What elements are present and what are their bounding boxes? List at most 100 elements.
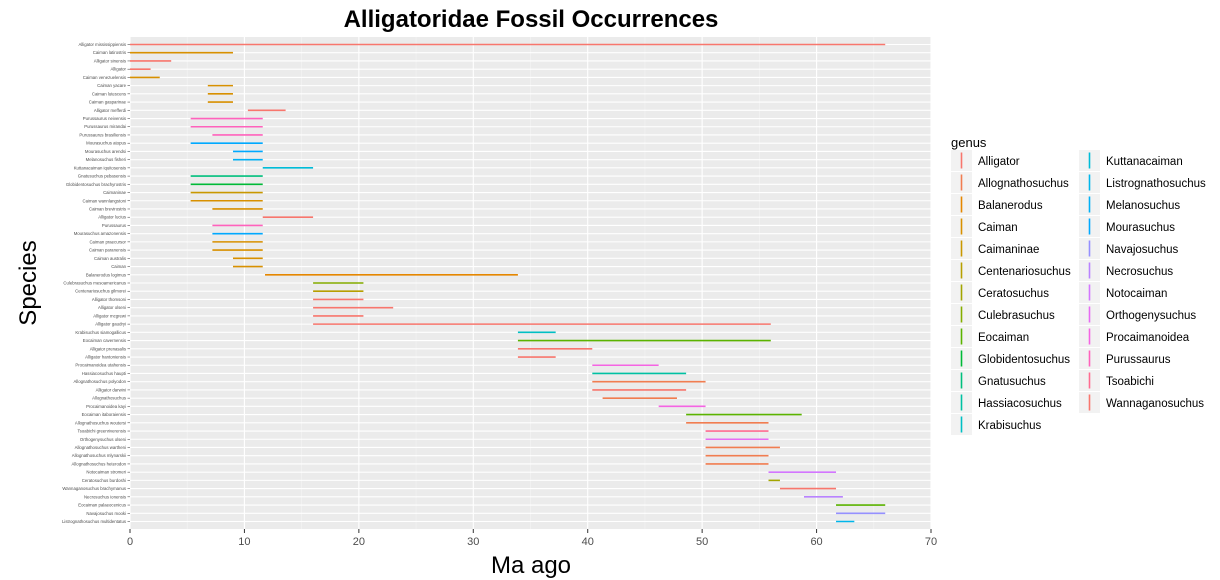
y-axis-title: Species: [15, 240, 42, 325]
species-label: Gnatusuchus pebasensis: [78, 174, 126, 179]
legend-label: Listrognathosuchus: [1106, 178, 1206, 190]
range-bars: [130, 43, 886, 523]
species-label: Allognathosuchus: [92, 396, 126, 401]
legend-label: Mourasuchus: [1106, 222, 1175, 234]
x-axis-ticks: 0 10 20 30 40 50 60 70: [127, 529, 937, 548]
species-label: Caiman: [111, 264, 126, 269]
legend-label: Purussaurus: [1106, 354, 1171, 366]
species-label: Alligator hantoniensis: [85, 355, 126, 360]
species-label: Procaimanoidea utahensis: [75, 363, 126, 368]
species-label: Caimaninae: [103, 190, 127, 195]
species-label: Purussaurus mirandai: [84, 124, 126, 129]
species-label: Hassiacosuchus haupti: [82, 371, 126, 376]
species-label: Caiman australis: [94, 256, 126, 261]
species-label: Kuttanacaiman iquitosensis: [74, 165, 126, 170]
species-label: Caiman paranensis: [89, 248, 126, 253]
legend-label: Caiman: [978, 222, 1018, 234]
species-label: Eocaiman palaeocenicus: [78, 503, 126, 508]
x-tick-label: 0: [127, 536, 133, 548]
chart-title: Alligatoridae Fossil Occurrences: [344, 6, 719, 33]
species-label: Purussaurus: [102, 223, 126, 228]
legend-label: Melanosuchus: [1106, 200, 1180, 212]
legend-label: Globidentosuchus: [978, 354, 1070, 366]
species-label: Listrognathosuchus multidentatus: [62, 519, 126, 524]
species-label: Caiman yacare: [97, 83, 127, 88]
species-label: Caiman brevirostris: [89, 206, 126, 211]
species-label: Procaimanoidea kayi: [86, 404, 126, 409]
species-label: Eocaiman itaboraiensis: [82, 412, 126, 417]
species-label: Allognathosuchus heterodon: [72, 461, 127, 466]
species-label: Alligator mefferdi: [94, 108, 126, 113]
species-label: Orthogenysuchus olseni: [80, 437, 126, 442]
species-label: Caiman wannlangstoni: [83, 198, 127, 203]
species-label: Allognathosuchus woutersi: [75, 420, 126, 425]
species-label: Allognathosuchus mlynarskii: [72, 453, 126, 458]
legend-label: Caimaninae: [978, 244, 1039, 256]
species-label: Alligator prenasalis: [90, 346, 126, 351]
species-label: Krabisuchus siamogallicus: [75, 330, 126, 335]
species-label: Caiman lutescens: [92, 91, 126, 96]
species-label: Purussaurus brasiliensis: [79, 132, 126, 137]
legend-label: Ceratosuchus: [978, 288, 1049, 300]
species-label: Melanosuchus fisheri: [86, 157, 126, 162]
species-label: Wannaganosuchus brachymanus: [62, 486, 126, 491]
legend-label: Gnatusuchus: [978, 376, 1046, 388]
legend-label: Procaimanoidea: [1106, 332, 1190, 344]
species-label: Balanerodus logimus: [86, 272, 126, 277]
legend-label: Kuttanacaiman: [1106, 156, 1183, 168]
species-label: Alligator sinensis: [94, 58, 126, 63]
species-label: Alligator darwini: [96, 387, 126, 392]
legend-label: Navajosuchus: [1106, 244, 1178, 256]
species-label: Necrosuchus ionensis: [84, 494, 126, 499]
species-label: Allognathosuchus polyodon: [73, 379, 126, 384]
species-label: Alligator olseni: [98, 305, 126, 310]
x-tick-label: 20: [353, 536, 365, 548]
species-label: Eocaiman cavernensis: [83, 338, 126, 343]
x-tick-label: 30: [467, 536, 479, 548]
x-tick-label: 60: [810, 536, 822, 548]
x-axis-title: Ma ago: [491, 552, 571, 579]
species-label: Purussaurus neivensis: [83, 116, 126, 121]
legend-label: Orthogenysuchus: [1106, 310, 1196, 322]
legend: genus Alligator Allognathosuchus Balanerod…: [951, 135, 1206, 435]
species-tick-labels: Alligator mississippiensis Caiman latiros…: [62, 42, 130, 524]
species-label: Navajosuchus mooki: [86, 511, 126, 516]
species-label: Globidentosuchus brachyrostris: [66, 182, 126, 187]
species-label: Tsoabichi greenriverensis: [78, 429, 126, 434]
species-label: Alligator: [110, 67, 126, 72]
species-label: Culebrasuchus mesoamericanus: [63, 281, 126, 286]
legend-title: genus: [951, 135, 987, 150]
species-label: Mourasuchus arendsi: [85, 149, 126, 154]
legend-label: Culebrasuchus: [978, 310, 1055, 322]
legend-label: Allognathosuchus: [978, 178, 1069, 190]
legend-label: Wannaganosuchus: [1106, 398, 1204, 410]
x-tick-label: 40: [582, 536, 594, 548]
legend-label: Necrosuchus: [1106, 266, 1173, 278]
legend-label: Krabisuchus: [978, 420, 1042, 432]
species-label: Notocaiman stromeri: [86, 470, 126, 475]
species-label: Caiman praecursor: [89, 239, 126, 244]
legend-label: Centenariosuchus: [978, 266, 1071, 278]
legend-label: Hassiacosuchus: [978, 398, 1062, 410]
legend-label: Eocaiman: [978, 332, 1029, 344]
species-label: Caiman gasparinae: [89, 100, 127, 105]
x-tick-label: 50: [696, 536, 708, 548]
species-label: Ceratosuchus burdoshi: [82, 478, 126, 483]
species-label: Alligator mcgrewi: [93, 313, 126, 318]
species-label: Caiman latirostris: [93, 50, 126, 55]
species-label: Allognathosuchus wartheni: [75, 445, 126, 450]
legend-label: Balanerodus: [978, 200, 1043, 212]
species-label: Mourasuchus atopus: [86, 141, 126, 146]
species-label: Centenariosuchus gilmorei: [75, 289, 126, 294]
legend-label: Notocaiman: [1106, 288, 1167, 300]
species-label: Alligator gaudryi: [95, 322, 126, 327]
legend-label: Tsoabichi: [1106, 376, 1154, 388]
species-label: Mourasuchus amazonensis: [74, 231, 126, 236]
x-tick-label: 10: [238, 536, 250, 548]
species-label: Caiman venezuelensis: [83, 75, 126, 80]
species-label: Alligator mississippiensis: [78, 42, 126, 47]
x-tick-label: 70: [925, 536, 937, 548]
species-label: Alligator thomsoni: [92, 297, 126, 302]
species-label: Alligator lucius: [98, 215, 126, 220]
